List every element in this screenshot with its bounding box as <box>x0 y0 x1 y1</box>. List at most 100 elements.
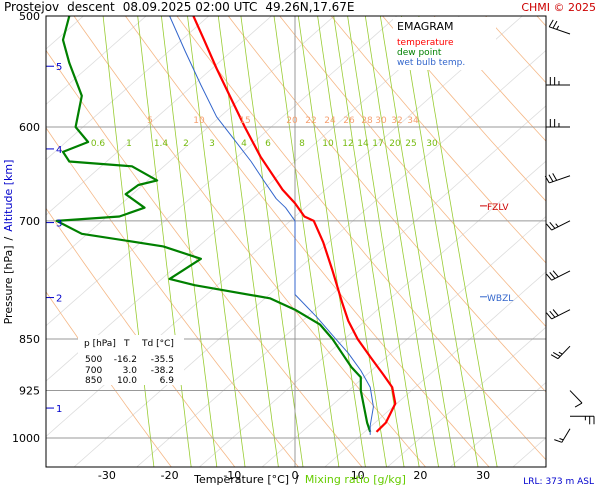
dry-adiabat-line <box>279 16 546 328</box>
mixing-ratio-label: 25 <box>405 139 416 149</box>
temperature-tick-label: 0 <box>292 469 299 482</box>
dry-adiabat-label: 15 <box>239 116 250 126</box>
dry-adiabat-line <box>382 16 546 202</box>
moist-adiabat-line <box>136 105 546 467</box>
chart-header: Prostejov descent 08.09.2025 02:00 UTC 49.2… <box>4 0 355 14</box>
table-row-1-p: 700 <box>85 366 102 376</box>
dry-adiabat-line <box>46 127 299 467</box>
moist-adiabat-line <box>73 49 546 467</box>
moist-adiabat-line <box>46 16 335 271</box>
dry-adiabat-label: 10 <box>193 116 205 126</box>
wind-barb <box>550 345 571 360</box>
table-header-td: Td [°C] <box>141 339 174 349</box>
mixing-ratio-label: 12 <box>342 139 353 149</box>
dry-adiabat-line <box>433 16 546 142</box>
pressure-tick-label: 700 <box>19 215 40 228</box>
pressure-tick-label: 850 <box>19 333 40 346</box>
wind-barb <box>554 428 571 443</box>
moist-adiabat-line <box>261 215 546 467</box>
legend-item-temperature: temperature <box>397 38 454 48</box>
moist-adiabat-line <box>568 0 600 473</box>
mixing-ratio-line <box>347 16 420 467</box>
temperature-tick-label: -30 <box>98 469 116 482</box>
wind-barb-feather <box>549 272 556 279</box>
wind-barb <box>570 415 595 425</box>
dry-adiabat-line <box>484 16 546 84</box>
level-table-box <box>78 335 184 385</box>
moist-adiabat-line <box>46 16 147 105</box>
wind-barb-staff <box>549 26 571 35</box>
mixing-ratio-line <box>418 16 498 467</box>
dry-adiabat-line <box>227 16 546 393</box>
dry-adiabat-label: 34 <box>407 116 419 126</box>
dry-adiabat-label: 28 <box>361 116 373 126</box>
mixing-ratio-line <box>317 16 387 467</box>
level-label-wbzl: WBZL <box>487 294 513 304</box>
y-axis-separator: / <box>2 236 15 240</box>
wind-barb <box>545 76 570 86</box>
station-coords: 49.26N,17.67E <box>265 0 354 14</box>
wind-barb-feather <box>548 174 554 182</box>
wind-barb-feather <box>546 273 552 281</box>
wind-barb-feather <box>552 173 558 181</box>
wind-barb-staff <box>549 175 571 184</box>
altitude-tick-label: 2 <box>56 294 62 305</box>
dry-adiabat-label: 32 <box>391 116 402 126</box>
x-axis-label: Temperature [°C] <box>193 473 289 486</box>
moist-adiabat-line <box>198 160 546 467</box>
dry-adiabat-line <box>46 207 236 467</box>
wind-barb <box>569 390 583 408</box>
pressure-tick-label: 600 <box>19 121 40 134</box>
legend-title: EMAGRAM <box>397 20 454 33</box>
table-header-p: p [hPa] <box>84 339 116 349</box>
mixing-ratio-label: 10 <box>322 139 334 149</box>
mixing-ratio-label: 14 <box>357 139 369 149</box>
wind-barb-staff <box>551 220 571 231</box>
temperature-tick-label: -10 <box>223 469 241 482</box>
table-header-t: T <box>123 339 130 349</box>
wind-barb-feather <box>548 19 554 28</box>
mixing-ratio-label: 3 <box>209 139 215 149</box>
mixing-ratio-line <box>187 16 246 467</box>
wind-barb <box>546 309 571 320</box>
moist-adiabat-line <box>46 16 398 327</box>
moist-adiabat-line <box>512 437 546 467</box>
dry-adiabat-line <box>73 16 427 467</box>
level-label-fzlv: FZLV <box>487 203 509 213</box>
station-name: Prostejov <box>4 0 59 14</box>
moist-adiabat-line <box>46 16 273 216</box>
moist-adiabat-line <box>386 326 546 467</box>
dry-adiabat-label: 22 <box>305 116 316 126</box>
wind-barb-feather <box>549 310 556 318</box>
mixing-ratio-line <box>273 16 340 467</box>
table-row-0-td: -35.5 <box>151 355 174 365</box>
wind-barb-feather <box>554 439 562 443</box>
table-row-1-td: -38.2 <box>151 366 174 376</box>
mixing-ratio-label: 2 <box>183 139 189 149</box>
wind-barb-half-feather <box>555 223 559 228</box>
x-axis-title: Temperature [°C] / Mixing ratio [g/kg] <box>193 473 406 486</box>
legend-item-dew-point: dew point <box>397 48 442 58</box>
mixing-ratio-label: 30 <box>426 139 438 149</box>
dry-adiabat-line <box>46 49 363 467</box>
legend-item-wet-bulb: wet bulb temp. <box>397 58 465 68</box>
altitude-tick-label: 5 <box>56 62 62 73</box>
wind-barb <box>546 220 571 231</box>
dry-adiabat-label: 24 <box>324 116 336 126</box>
moist-adiabat-line <box>46 16 523 437</box>
mixing-ratio-label: 20 <box>389 139 401 149</box>
moist-adiabat-line <box>0 0 49 473</box>
temperature-tick-label: -20 <box>161 469 179 482</box>
wind-barb-staff <box>569 390 583 404</box>
temperature-tick-label: 10 <box>351 469 365 482</box>
lrl-label: LRL: 373 m ASL <box>523 477 594 487</box>
mixing-ratio-line <box>217 16 279 467</box>
mixing-ratio-label: 1 <box>126 139 132 149</box>
wind-barb-feather <box>549 221 556 229</box>
mixing-ratio-line <box>379 16 456 467</box>
sounding-datetime: 08.09.2025 02:00 UTC <box>123 0 258 14</box>
table-row-0-t: -16.2 <box>114 355 137 365</box>
mixing-ratio-label: 8 <box>299 139 305 149</box>
x-axis-separator: / <box>295 473 299 486</box>
